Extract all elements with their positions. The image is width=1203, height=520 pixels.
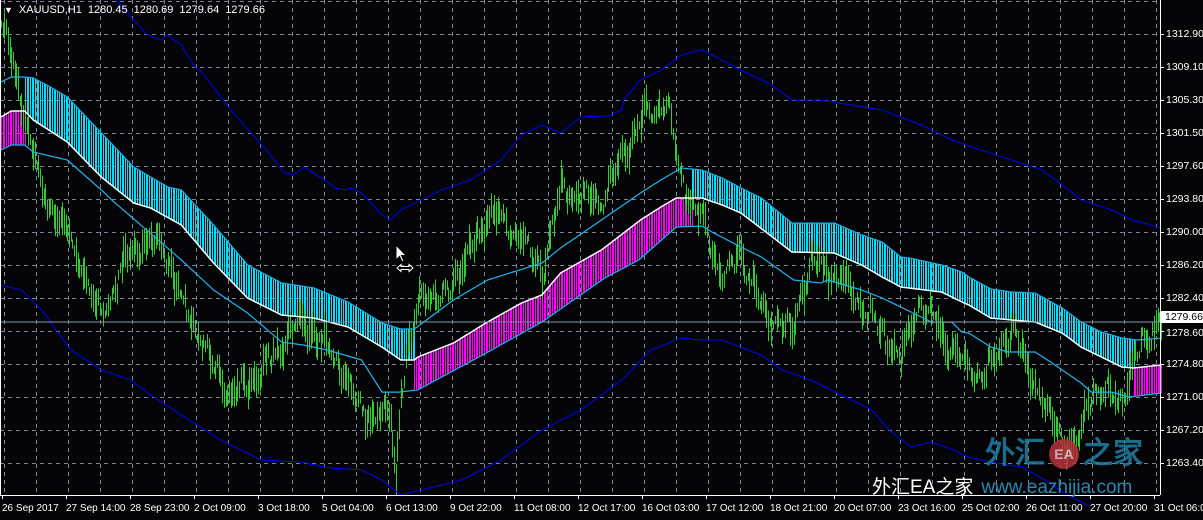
price-bars [1,12,1162,496]
resize-horizontal-icon [396,263,414,273]
time-axis-label: 6 Oct 13:00 [386,503,438,514]
mouse-cursor-icon [395,243,408,263]
time-axis-label: 16 Oct 03:00 [642,503,700,514]
time-axis-ticks [2,495,1155,499]
envelope-upper-line [116,0,1162,229]
time-axis-label: 31 Oct 06:00 [1154,503,1203,514]
price-axis-label: 1263.40 [1166,457,1203,469]
time-axis-label: 26 Oct 11:00 [1026,503,1083,514]
envelope-lower-line [0,284,1090,507]
time-axis-label: 28 Sep 23:00 [130,503,190,514]
price-axis-label: 1286.20 [1166,259,1203,271]
close-price: 1279.66 [225,4,265,16]
channel-band [1,76,1162,397]
price-axis-label: 1297.60 [1166,160,1203,172]
price-axis-label: 1267.20 [1166,424,1203,436]
triangle-down-icon[interactable]: ▼ [4,5,13,15]
price-axis-ticks [1160,34,1164,464]
time-axis-label: 11 Oct 08:00 [514,503,571,514]
current-price-label: 1279.66 [1161,311,1203,323]
price-axis-label: 1293.80 [1166,193,1203,205]
time-axis-label: 26 Sep 2017 [2,503,59,514]
time-axis-label: 5 Oct 04:00 [322,503,374,514]
time-axis-label: 3 Oct 18:00 [258,503,310,514]
chart-grid [0,0,1160,495]
band-lower-line [0,144,1162,398]
time-axis-label: 9 Oct 22:00 [450,503,502,514]
chart-header: ▼ XAUUSD,H1 1280.45 1280.69 1279.64 1279… [4,4,265,17]
watermark-url: www.eazhijia.com [981,477,1133,498]
time-axis-label: 18 Oct 21:00 [770,503,828,514]
time-axis-label: 12 Oct 17:00 [578,503,636,514]
price-axis-label: 1274.80 [1166,358,1203,370]
time-axis-label: 25 Oct 02:00 [962,503,1020,514]
time-axis-label: 27 Sep 14:00 [66,503,126,514]
price-axis-label: 1309.10 [1166,61,1203,73]
price-axis-label: 1312.90 [1166,28,1203,40]
time-axis-label: 20 Oct 07:00 [834,503,892,514]
time-axis-label: 17 Oct 12:00 [706,503,764,514]
price-axis-label: 1278.60 [1166,327,1203,339]
watermark-logo-badge: EA [1049,439,1079,469]
watermark-name: 外汇EA之家 [872,477,974,498]
price-axis-label: 1305.30 [1166,94,1203,106]
watermark-logo-right: 之家 [1083,437,1143,470]
price-axis-label: 1301.50 [1166,127,1203,139]
low-price: 1279.64 [179,4,220,16]
price-axis-label: 1271.00 [1166,391,1203,403]
time-axis-label: 2 Oct 09:00 [194,503,246,514]
high-price: 1280.69 [133,4,174,16]
indicator-lines [0,0,1162,507]
watermark-logo: 外汇 EA 之家 [985,438,1143,470]
symbol-timeframe: XAUUSD,H1 [18,4,82,16]
price-axis-label: 1290.00 [1166,226,1203,238]
time-axis-label: 23 Oct 16:00 [898,503,956,514]
price-axis-label: 1282.40 [1166,292,1203,304]
watermark-text: 外汇EA之家 www.eazhijia.com [872,477,1132,499]
open-price: 1280.45 [87,4,128,16]
time-axis-label: 27 Oct 20:00 [1090,503,1148,514]
watermark-logo-left: 外汇 [985,437,1045,470]
band-upper-line [0,76,1162,341]
band-mid-line [0,110,1162,369]
